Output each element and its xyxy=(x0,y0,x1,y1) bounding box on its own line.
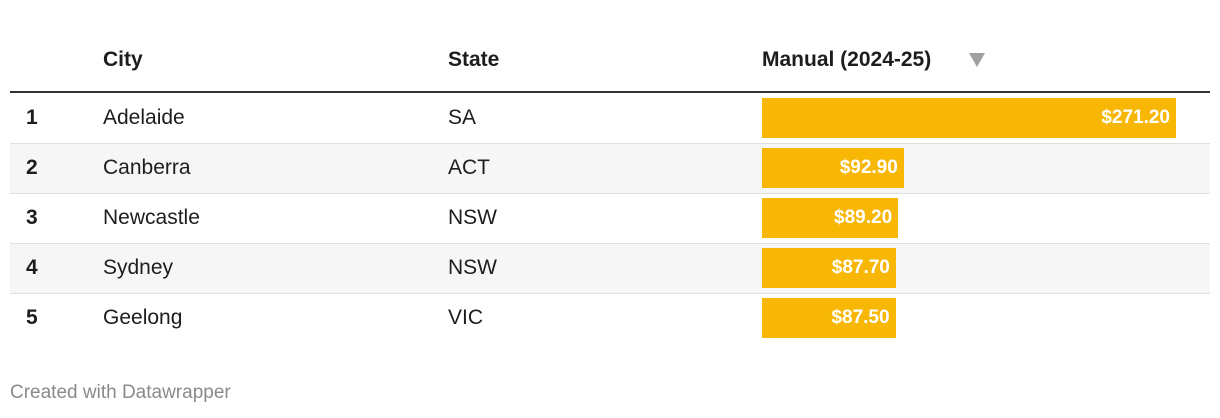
header-rule xyxy=(10,91,1210,94)
sort-icon[interactable] xyxy=(968,52,986,68)
row xyxy=(10,143,1210,193)
column-header[interactable]: Manual (2024-25) xyxy=(762,48,932,71)
bar-label: $89.20 xyxy=(834,207,893,228)
column-header[interactable]: City xyxy=(103,48,143,71)
rank-cell: 5 xyxy=(26,306,38,329)
bar-label: $271.20 xyxy=(1101,107,1170,128)
bar xyxy=(762,248,896,288)
city-cell: Adelaide xyxy=(103,106,185,129)
state-cell: NSW xyxy=(448,256,497,279)
row xyxy=(10,293,1210,343)
bar xyxy=(762,98,1176,138)
bar xyxy=(762,148,904,188)
bar xyxy=(762,298,896,338)
bar-label: $87.50 xyxy=(831,307,890,328)
state-cell: ACT xyxy=(448,156,490,179)
rank-cell: 4 xyxy=(26,256,38,279)
city-cell: Newcastle xyxy=(103,206,200,229)
column-header[interactable]: State xyxy=(448,48,500,71)
bar-label: $87.70 xyxy=(831,257,890,278)
city-cell: Sydney xyxy=(103,256,174,279)
footer[interactable]: Created with Datawrapper xyxy=(10,382,231,403)
row xyxy=(10,243,1210,293)
bar xyxy=(762,198,899,238)
state-cell: NSW xyxy=(448,206,497,229)
bar-label: $92.90 xyxy=(839,157,898,178)
rank-cell: 1 xyxy=(26,106,38,129)
row xyxy=(10,193,1210,243)
city-cell: Geelong xyxy=(103,306,183,329)
state-cell: SA xyxy=(448,106,477,129)
state-cell: VIC xyxy=(448,306,484,329)
rank-cell: 2 xyxy=(26,156,38,179)
city-cell: Canberra xyxy=(103,156,191,179)
rank-cell: 3 xyxy=(26,206,38,229)
